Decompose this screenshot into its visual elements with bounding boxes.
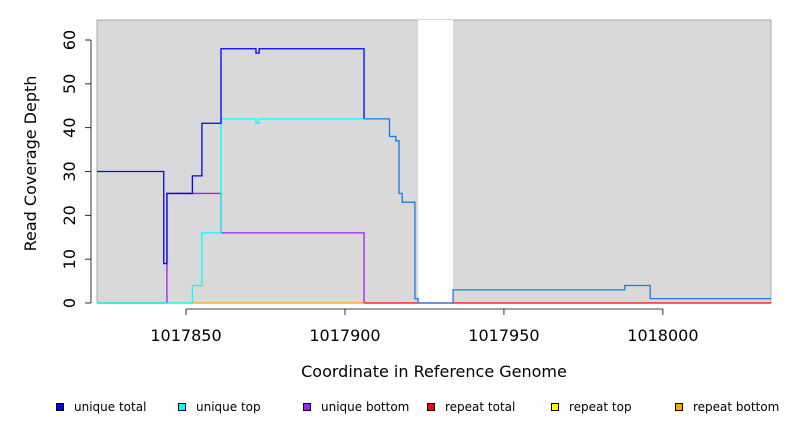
legend-label: repeat top bbox=[569, 400, 632, 414]
legend-swatch bbox=[675, 403, 683, 411]
legend-swatch bbox=[178, 403, 186, 411]
series-line-unique-top bbox=[97, 118, 365, 304]
x-axis: 1017850 1017900 1017950 1018000 bbox=[150, 308, 699, 345]
x-tick-label: 1017850 bbox=[150, 326, 221, 345]
series-layer bbox=[97, 48, 771, 304]
series-line-blended bbox=[364, 118, 771, 304]
x-tick-label: 1017900 bbox=[309, 326, 380, 345]
legend-label: unique total bbox=[74, 400, 147, 414]
x-axis-label: Coordinate in Reference Genome bbox=[301, 362, 567, 381]
legend-swatch bbox=[303, 403, 311, 411]
y-tick-label: 60 bbox=[60, 30, 79, 50]
gap-region bbox=[418, 20, 454, 303]
y-axis-label: Read Coverage Depth bbox=[21, 76, 40, 252]
legend-swatch bbox=[56, 403, 64, 411]
y-axis: 0 10 20 30 40 50 60 bbox=[60, 30, 92, 308]
legend-item-unique-bottom: unique bottom bbox=[303, 400, 409, 414]
y-tick-label: 40 bbox=[60, 117, 79, 137]
y-tick-label: 10 bbox=[60, 249, 79, 269]
legend-swatch bbox=[427, 403, 435, 411]
legend-item-repeat-bottom: repeat bottom bbox=[675, 400, 779, 414]
legend-label: repeat total bbox=[445, 400, 516, 414]
y-tick-label: 0 bbox=[60, 298, 79, 308]
legend-item-unique-total: unique total bbox=[56, 400, 146, 414]
legend-item-unique-top: unique top bbox=[178, 400, 261, 414]
legend-item-repeat-total: repeat total bbox=[427, 400, 515, 414]
y-tick-label: 30 bbox=[60, 161, 79, 181]
legend-item-repeat-top: repeat top bbox=[551, 400, 632, 414]
x-tick-label: 1018000 bbox=[627, 326, 698, 345]
x-tick-label: 1017950 bbox=[468, 326, 539, 345]
y-tick-label: 20 bbox=[60, 205, 79, 225]
legend: unique total unique top unique bottom repea… bbox=[0, 400, 792, 420]
legend-swatch bbox=[551, 403, 559, 411]
y-tick-label: 50 bbox=[60, 74, 79, 94]
legend-label: unique top bbox=[196, 400, 261, 414]
legend-label: repeat bottom bbox=[693, 400, 780, 414]
coverage-chart: 1017850 1017900 1017950 1018000 0 10 20 30 40 50… bbox=[21, 19, 772, 381]
legend-label: unique bottom bbox=[321, 400, 410, 414]
series-line-unique-total bbox=[97, 48, 365, 265]
